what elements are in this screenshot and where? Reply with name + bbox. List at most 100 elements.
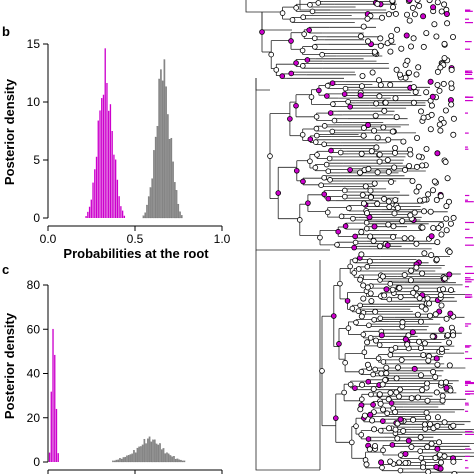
tree-node bbox=[325, 195, 332, 202]
tree-node bbox=[300, 14, 307, 21]
panel-b-bar-grey bbox=[172, 161, 174, 219]
tree-tip-node bbox=[357, 276, 364, 283]
panel-c-y-tick-label: 80 bbox=[27, 278, 41, 292]
tree-trait-bar bbox=[465, 345, 472, 347]
tree-tip-node bbox=[410, 289, 417, 296]
panel-c-bar-grey bbox=[181, 460, 184, 463]
panel-b-bar-magenta bbox=[102, 94, 105, 218]
tree-node bbox=[321, 123, 328, 129]
tree-node bbox=[351, 270, 357, 276]
tree-node bbox=[384, 410, 390, 417]
tree-tip-node bbox=[434, 82, 441, 89]
tree-trait-bar bbox=[465, 430, 473, 433]
tree-node bbox=[380, 418, 386, 424]
tree-node bbox=[347, 167, 353, 173]
tree-tip-node bbox=[449, 34, 456, 41]
tree-node bbox=[342, 193, 348, 200]
panel-c-bar-grey bbox=[159, 443, 161, 463]
tree-tip-node bbox=[417, 434, 424, 441]
tree-node bbox=[418, 455, 424, 461]
tree-node bbox=[300, 178, 306, 185]
tree-node bbox=[389, 442, 396, 448]
tree-tip-node bbox=[419, 270, 426, 277]
panel-b-bar-grey bbox=[163, 59, 166, 219]
panel-c-letter: c bbox=[2, 262, 9, 277]
tree-tip-node bbox=[400, 427, 407, 434]
tree-node bbox=[296, 217, 303, 223]
panel-b-bar-magenta bbox=[101, 98, 103, 218]
tree-tip-node bbox=[364, 284, 371, 291]
tree-tip-node bbox=[437, 64, 444, 71]
tree-node bbox=[321, 174, 327, 181]
tree-tip-node bbox=[421, 250, 428, 257]
tree-trait-bar bbox=[465, 9, 471, 11]
tree-node bbox=[344, 298, 351, 304]
tree-tip-node bbox=[438, 231, 445, 238]
tree-tip-node bbox=[396, 71, 403, 78]
tree-tip-node bbox=[365, 165, 372, 172]
tree-tip-node bbox=[442, 107, 449, 114]
tree-tip-node bbox=[358, 150, 365, 157]
panel-b-letter: b bbox=[2, 24, 10, 39]
tree-tip-node bbox=[446, 339, 453, 346]
tree-tip-node bbox=[382, 99, 389, 106]
panel-b-y-tick-label: 15 bbox=[27, 37, 41, 51]
tree-tip-node bbox=[406, 162, 413, 169]
tree-node bbox=[347, 103, 353, 110]
panel-b-bar-grey bbox=[174, 182, 176, 219]
panel-c-bar-grey bbox=[180, 459, 182, 463]
tree-tip-node bbox=[441, 453, 448, 460]
tree-tip-node bbox=[404, 341, 411, 348]
tree-node bbox=[386, 296, 393, 303]
tree-node bbox=[352, 239, 359, 246]
panel-b-x-tick-label: 0.5 bbox=[127, 232, 144, 246]
tree-node bbox=[314, 152, 320, 158]
tree-tip-node bbox=[428, 440, 435, 447]
tree-node bbox=[375, 355, 382, 362]
tree-trait-bar bbox=[465, 384, 468, 386]
tree-node bbox=[301, 31, 307, 37]
tree-tip-node bbox=[419, 224, 426, 231]
tree-tip-node bbox=[443, 384, 450, 391]
tree-node bbox=[288, 70, 295, 77]
tree-tip-node bbox=[437, 459, 444, 466]
tree-tip-node bbox=[425, 357, 432, 364]
tree-tip-node bbox=[428, 102, 435, 109]
tree-tip-node bbox=[418, 303, 425, 310]
tree-tip-node bbox=[410, 35, 417, 42]
tree-tip-node bbox=[387, 458, 394, 465]
tree-node bbox=[313, 132, 320, 139]
tree-tip-node bbox=[405, 437, 412, 444]
tree-trait-bar bbox=[465, 294, 473, 296]
panel-b-bar-magenta bbox=[109, 104, 112, 218]
tree-tip-node bbox=[444, 20, 451, 27]
tree-node bbox=[293, 60, 299, 66]
tree-node bbox=[329, 128, 336, 135]
tree-node bbox=[338, 213, 345, 220]
tree-tip-node bbox=[364, 361, 371, 368]
tree-tip-node bbox=[396, 284, 403, 291]
tree-trait-bar bbox=[465, 10, 473, 12]
tree-tip-node bbox=[372, 112, 379, 119]
panel-b-x-tick-label: 0.0 bbox=[40, 232, 57, 246]
panel-b-bar-grey bbox=[158, 78, 160, 219]
tree-node bbox=[359, 396, 365, 402]
tree-tip-node bbox=[413, 240, 420, 247]
tree-tip-node bbox=[385, 136, 392, 143]
tree-tip-node bbox=[450, 458, 457, 465]
tree-node bbox=[365, 436, 372, 442]
tree-tip-node bbox=[399, 217, 406, 224]
tree-tip-node bbox=[388, 346, 395, 353]
tree-tip-node bbox=[423, 145, 430, 152]
tree-trait-bar bbox=[465, 382, 474, 385]
tree-tip-node bbox=[432, 454, 439, 461]
tree-tip-node bbox=[423, 409, 430, 416]
tree-node bbox=[288, 38, 294, 44]
tree-trait-bar bbox=[465, 467, 469, 469]
tree-tip-node bbox=[446, 362, 453, 369]
tree-tip-node bbox=[440, 286, 447, 293]
tree-node bbox=[397, 452, 404, 458]
tree-tip-node bbox=[441, 55, 448, 62]
panel-b-bar-magenta bbox=[108, 110, 110, 218]
panel-c-bar-grey bbox=[167, 453, 170, 463]
